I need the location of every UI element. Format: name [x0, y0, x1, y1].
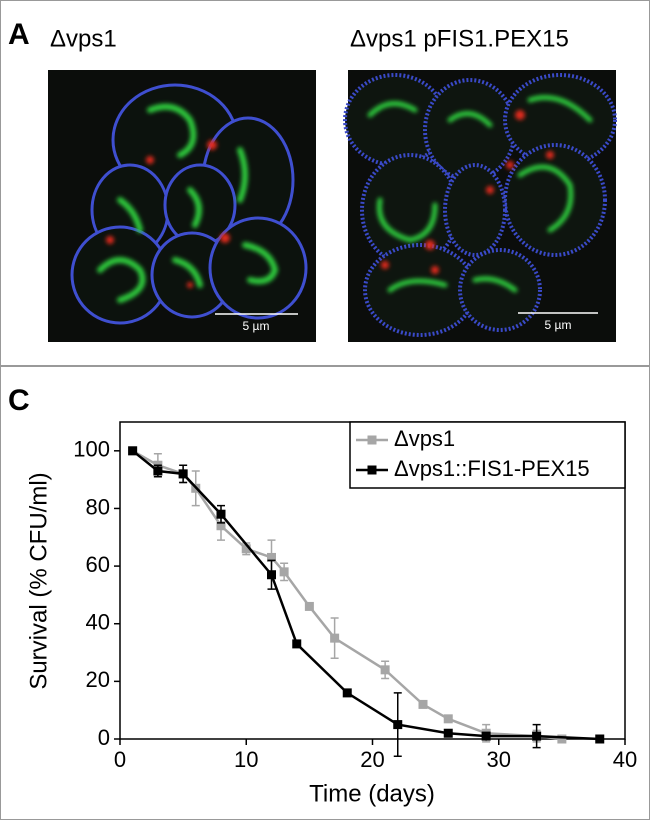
micrograph-left: 5 µm [48, 70, 316, 342]
marker [267, 552, 276, 562]
x-tick-label: 20 [360, 747, 384, 772]
image-title: Δvps1 [50, 25, 117, 52]
marker [481, 731, 491, 741]
marker [292, 639, 302, 649]
marker [267, 570, 276, 580]
marker [418, 699, 428, 709]
marker [216, 521, 226, 531]
marker [330, 633, 340, 643]
marker [216, 509, 226, 519]
legend-marker [367, 435, 377, 445]
series [128, 446, 605, 758]
y-tick-label: 40 [86, 610, 110, 635]
panel-label: C [8, 384, 30, 417]
panel-label: A [8, 18, 30, 51]
legend-box [349, 421, 626, 489]
marker [279, 567, 289, 577]
x-tick-label: 0 [114, 747, 126, 772]
marker [380, 665, 390, 675]
marker [393, 720, 403, 730]
y-tick-label: 80 [86, 494, 110, 519]
scale-bar-label: 5 µm [243, 319, 270, 333]
y-tick-label: 0 [98, 725, 110, 750]
x-tick-label: 40 [613, 747, 637, 772]
marker [443, 728, 453, 738]
y-tick-label: 60 [86, 552, 110, 577]
image-title: Δvps1 pFIS1.PEX15 [350, 25, 569, 52]
x-tick-label: 10 [234, 747, 258, 772]
marker [595, 734, 605, 744]
x-axis-label: Time (days) [309, 780, 435, 807]
marker [557, 734, 567, 744]
marker [128, 446, 138, 456]
marker [178, 469, 188, 479]
scale-bar-label: 5 µm [545, 318, 572, 332]
x-tick-label: 30 [487, 747, 511, 772]
micrograph-right: 5 µm [343, 70, 617, 342]
marker [443, 714, 453, 724]
legend-label: Δvps1 [394, 426, 455, 451]
y-axis-label: Survival (% CFU/ml) [25, 472, 52, 689]
legend-label: Δvps1::FIS1-PEX15 [394, 456, 590, 481]
marker [532, 731, 542, 741]
marker [304, 601, 314, 611]
y-tick-label: 20 [86, 667, 110, 692]
marker [342, 688, 352, 698]
y-tick-label: 100 [73, 437, 110, 462]
marker [241, 544, 251, 554]
legend-marker [367, 465, 377, 475]
marker [153, 466, 163, 476]
